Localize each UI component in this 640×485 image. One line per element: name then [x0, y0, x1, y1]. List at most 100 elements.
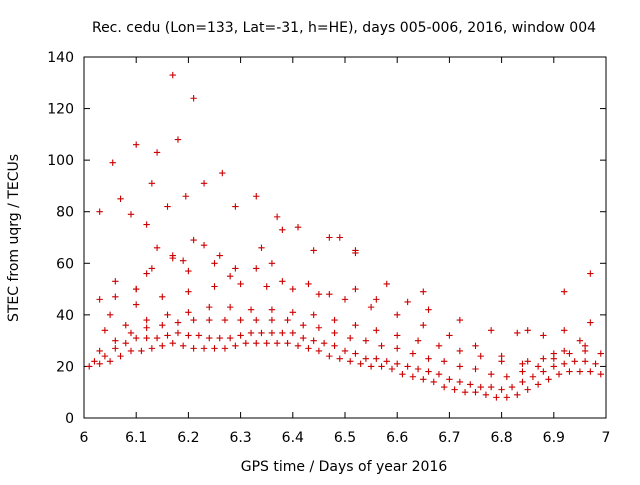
data-point	[440, 383, 448, 391]
data-point	[258, 244, 265, 252]
data-point	[540, 332, 547, 339]
data-point	[404, 298, 411, 306]
x-tick-label: 6	[80, 430, 89, 446]
x-tick-label: 6.8	[490, 430, 512, 446]
data-point	[185, 332, 192, 339]
y-tick-label: 20	[56, 359, 74, 375]
data-point	[226, 334, 234, 342]
data-point	[373, 296, 380, 303]
data-point	[247, 329, 255, 337]
data-point	[352, 321, 359, 329]
data-point	[409, 373, 417, 380]
data-point	[587, 319, 594, 326]
data-point	[310, 337, 317, 344]
data-point	[503, 394, 511, 401]
data-point	[487, 383, 495, 391]
data-point	[206, 303, 213, 311]
chart-title: Rec. cedu (Lon=133, Lat=-31, h=HE), days…	[92, 20, 596, 36]
data-point	[232, 203, 239, 210]
data-point	[326, 234, 333, 241]
data-point	[133, 285, 140, 293]
data-point	[425, 355, 432, 362]
data-point	[237, 332, 244, 339]
data-point	[200, 242, 208, 249]
data-point	[331, 342, 338, 349]
data-point	[540, 355, 547, 362]
data-point	[159, 293, 166, 301]
data-point	[487, 370, 495, 378]
data-point	[420, 321, 427, 329]
data-point	[206, 334, 213, 342]
data-point	[279, 278, 286, 285]
data-point	[133, 141, 140, 148]
data-point	[566, 368, 573, 375]
data-point	[253, 265, 260, 272]
data-point	[289, 285, 296, 293]
data-point	[148, 180, 156, 187]
data-point	[242, 340, 250, 347]
axis-ticks: 6 6.1 6.2 6.3 6.4 6.5 6.6 6.7 6.8 6.9 7 0 20 40 60 80 10…	[47, 50, 610, 446]
data-point	[519, 360, 526, 368]
data-point	[425, 368, 432, 375]
data-point	[435, 342, 443, 349]
data-point	[174, 319, 182, 326]
data-point	[399, 370, 406, 378]
data-point	[247, 306, 255, 313]
data-point	[195, 332, 203, 339]
data-point	[109, 159, 116, 166]
data-point	[498, 386, 505, 393]
x-tick-label: 6.2	[177, 430, 199, 446]
data-point	[117, 352, 124, 360]
data-point	[211, 260, 218, 267]
data-point	[331, 316, 338, 324]
data-point	[232, 342, 239, 349]
data-point	[122, 321, 129, 329]
data-point	[185, 288, 192, 295]
data-point	[268, 306, 276, 313]
data-point	[253, 340, 260, 347]
data-point	[320, 340, 328, 347]
data-points	[86, 71, 604, 401]
data-point	[414, 337, 422, 344]
data-point	[341, 296, 349, 303]
data-point	[394, 311, 401, 319]
data-point	[587, 270, 594, 277]
data-point	[294, 342, 302, 349]
data-point	[143, 316, 150, 324]
data-point	[300, 334, 307, 342]
data-point	[597, 350, 604, 357]
data-point	[409, 350, 417, 357]
data-point	[503, 373, 511, 380]
data-point	[383, 358, 390, 365]
data-point	[169, 71, 176, 79]
y-tick-label: 0	[65, 411, 74, 427]
data-point	[112, 293, 119, 301]
data-point	[211, 283, 218, 290]
data-point	[206, 316, 213, 324]
data-point	[508, 383, 516, 391]
data-point	[153, 244, 161, 252]
data-point	[498, 352, 505, 360]
data-point	[117, 195, 124, 203]
data-point	[336, 234, 343, 241]
data-point	[174, 136, 182, 143]
data-point	[284, 316, 291, 324]
y-tick-label: 140	[47, 50, 74, 66]
data-point	[221, 345, 229, 352]
data-point	[91, 358, 98, 365]
data-point	[127, 329, 135, 337]
x-tick-label: 7	[602, 430, 611, 446]
data-point	[96, 208, 103, 215]
data-point	[519, 368, 526, 375]
data-point	[341, 347, 349, 355]
data-point	[383, 280, 390, 288]
data-point	[112, 345, 119, 352]
data-point	[394, 360, 401, 368]
data-point	[263, 340, 270, 347]
data-point	[190, 345, 197, 352]
data-point	[561, 288, 568, 295]
data-point	[143, 334, 150, 342]
y-tick-label: 80	[56, 205, 74, 221]
data-point	[237, 280, 244, 288]
y-tick-label: 40	[56, 308, 74, 324]
